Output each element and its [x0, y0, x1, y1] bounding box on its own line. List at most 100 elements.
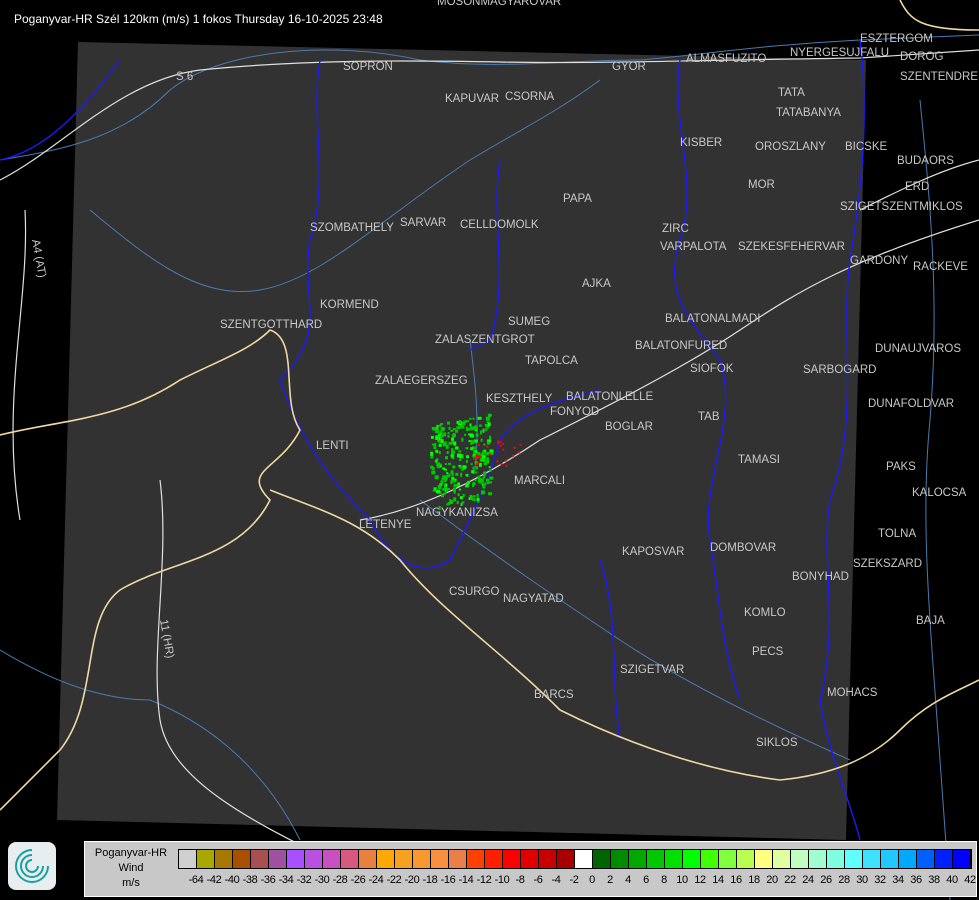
echo-positive: [444, 483, 448, 487]
legend-tick-label: -4: [551, 874, 561, 886]
city-label-boglar: BOGLAR: [605, 421, 653, 433]
echo-positive: [465, 426, 468, 431]
legend-tick-label: -34: [278, 874, 294, 886]
legend-tick-label: -2: [569, 874, 579, 886]
city-label-kaposvar: KAPOSVAR: [622, 546, 684, 558]
city-label-siklos: SIKLOS: [756, 737, 798, 749]
echo-positive: [458, 450, 462, 453]
echo-positive: [460, 425, 465, 429]
city-label-oroszlany: OROSZLANY: [755, 141, 826, 153]
city-label-zalaegerszeg: ZALAEGERSZEG: [375, 375, 468, 387]
legend-tick-label: 10: [676, 874, 688, 886]
legend-color-cell: [683, 850, 701, 868]
city-label-balatonalmadi: BALATONALMADI: [665, 313, 760, 325]
echo-positive: [442, 443, 446, 447]
echo-positive: [476, 498, 480, 501]
echo-positive: [432, 489, 436, 492]
echo-positive: [434, 475, 439, 480]
legend-tick-label: 18: [748, 874, 760, 886]
echo-positive: [459, 458, 462, 462]
city-label-ajka: AJKA: [582, 278, 611, 290]
legend-tick-label: 24: [802, 874, 814, 886]
road-label-a4: A4 (AT): [29, 238, 48, 278]
legend-color-cell: [395, 850, 413, 868]
legend-color-cell: [503, 850, 521, 868]
echo-positive: [471, 446, 476, 450]
legend-tick-label: -10: [494, 874, 510, 886]
echo-positive: [438, 443, 442, 447]
echo-positive: [439, 434, 444, 438]
legend-tick-label: 32: [874, 874, 886, 886]
legend-tick-label: -16: [440, 874, 456, 886]
echo-positive: [435, 459, 438, 463]
map-title: Poganyvar-HR Szél 120km (m/s) 1 fokos Th…: [14, 12, 383, 26]
echo-positive: [470, 440, 475, 445]
legend-color-cell: [701, 850, 719, 868]
echo-positive: [445, 444, 449, 449]
echo-positive: [477, 416, 482, 420]
echo-positive: [459, 496, 463, 500]
city-label-marcali: MARCALI: [514, 475, 565, 487]
echo-positive: [444, 485, 447, 490]
echo-positive: [459, 466, 462, 469]
echo-negative: [488, 453, 491, 456]
city-label-szekszard: SZEKSZARD: [853, 558, 922, 570]
legend-color-cell: [809, 850, 827, 868]
city-label-varpalota: VARPALOTA: [660, 241, 727, 253]
city-label-mohacs: MOHACS: [827, 687, 878, 699]
echo-positive: [482, 475, 485, 479]
radar-echoes: [430, 413, 522, 510]
legend-tick-label: -22: [386, 874, 402, 886]
echo-positive: [477, 499, 480, 503]
echo-positive: [440, 439, 444, 444]
echo-negative: [477, 462, 480, 464]
echo-negative: [476, 463, 479, 466]
legend-quantity: Wind: [118, 862, 144, 874]
echo-positive: [452, 479, 456, 483]
legend-color-cell: [935, 850, 953, 868]
echo-positive: [462, 493, 465, 497]
legend-color-cell: [665, 850, 683, 868]
legend-color-cell: [737, 850, 755, 868]
echo-positive: [487, 422, 491, 427]
echo-positive: [470, 434, 475, 438]
echo-negative: [513, 446, 516, 449]
echo-negative: [497, 440, 500, 443]
echo-positive: [486, 478, 489, 482]
legend-color-cell: [755, 850, 773, 868]
echo-positive: [487, 414, 491, 418]
legend-tick-label: 22: [784, 874, 796, 886]
city-label-tata: TATA: [778, 87, 805, 99]
echo-positive: [489, 476, 494, 480]
echo-positive: [477, 478, 480, 481]
echo-positive: [445, 456, 448, 460]
echo-positive: [439, 423, 443, 426]
echo-negative: [518, 451, 521, 454]
city-label-lenti: LENTI: [316, 440, 349, 452]
echo-positive: [478, 478, 483, 483]
echo-positive: [480, 438, 483, 442]
legend-color-cell: [647, 850, 665, 868]
legend-labels: -64 -42 -40 -38 -36 -34 -32 -30 -28 -26 -24 -22 -20-…: [178, 874, 976, 888]
color-legend: Poganyvar-HR Wind m/s -64 -42 -40 -38 -36 -34…: [84, 841, 977, 897]
echo-positive: [437, 424, 442, 427]
legend-tick-label: -30: [314, 874, 330, 886]
echo-positive: [486, 441, 490, 445]
legend-color-cell: [629, 850, 647, 868]
echo-positive: [481, 483, 484, 486]
echo-positive: [451, 472, 454, 476]
legend-color-cell: [233, 850, 251, 868]
echo-negative: [475, 454, 478, 457]
city-label-kalocsa: KALOCSA: [912, 487, 967, 499]
city-label-fonyod: FONYOD: [550, 406, 599, 418]
legend-tick-label: -6: [533, 874, 543, 886]
echo-positive: [450, 454, 454, 458]
legend-tick-label: -40: [224, 874, 240, 886]
echo-positive: [450, 500, 453, 504]
echo-positive: [472, 466, 475, 470]
echo-positive: [482, 484, 486, 489]
echo-negative: [502, 448, 505, 451]
echo-positive: [455, 472, 459, 476]
echo-positive: [438, 505, 441, 510]
echo-positive: [472, 454, 476, 458]
